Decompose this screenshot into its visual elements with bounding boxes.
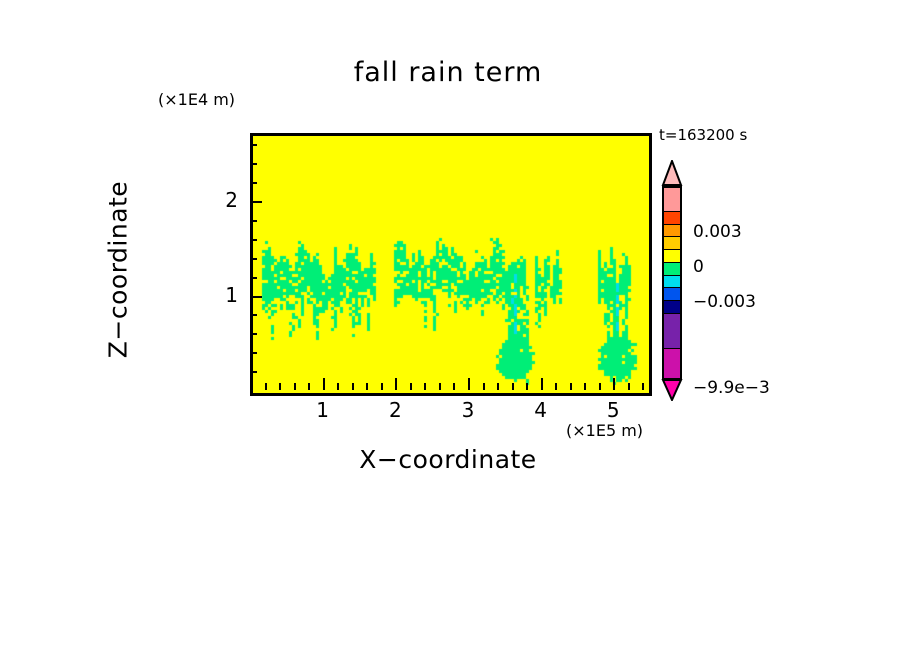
x-tick-major (540, 378, 543, 390)
colorbar-label-2: −0.003 (693, 292, 756, 312)
x-tick-label: 5 (606, 398, 620, 422)
y-tick-minor (250, 144, 257, 147)
plot-area (250, 133, 652, 396)
colorbar-label-1: 0 (693, 257, 704, 277)
x-tick-label: 1 (316, 398, 330, 422)
y-tick-minor (250, 257, 257, 260)
x-tick-major (322, 378, 325, 390)
colorbar-label-0: 0.003 (693, 222, 742, 242)
x-tick-minor (569, 383, 572, 390)
x-tick-minor (366, 383, 369, 390)
colorbar-segment (664, 224, 680, 238)
y-tick-minor (250, 163, 257, 166)
x-tick-minor (424, 383, 427, 390)
timestamp-annotation: t=163200 s (659, 126, 748, 144)
y-tick-minor (250, 333, 257, 336)
y-tick-minor (250, 182, 257, 185)
x-axis-unit-label: (×1E5 m) (566, 421, 644, 440)
x-tick-minor (642, 383, 645, 390)
page-title: fall rain term (353, 57, 543, 88)
y-tick-minor (250, 371, 257, 374)
x-tick-minor (380, 383, 383, 390)
colorbar-segment (664, 237, 680, 251)
colorbar-segment (664, 301, 680, 314)
field-contour-canvas (253, 136, 649, 393)
x-tick-minor (511, 383, 514, 390)
colorbar-segment (664, 348, 680, 378)
x-tick-minor (438, 383, 441, 390)
y-tick-minor (250, 314, 257, 317)
colorbar-segments (662, 186, 682, 380)
y-axis-unit-label: (×1E4 m) (158, 90, 236, 109)
y-tick-minor (250, 238, 257, 241)
x-tick-minor (409, 383, 412, 390)
colorbar-segment (664, 211, 680, 225)
x-tick-minor (279, 383, 282, 390)
colorbar (661, 160, 685, 401)
x-tick-minor (526, 383, 529, 390)
x-tick-major (613, 378, 616, 390)
x-tick-label: 2 (388, 398, 402, 422)
x-tick-minor (308, 383, 311, 390)
colorbar-label-3: −9.9e−3 (693, 378, 770, 398)
x-tick-minor (555, 383, 558, 390)
y-tick-major (250, 295, 262, 298)
x-tick-label: 4 (534, 398, 547, 422)
x-tick-minor (584, 383, 587, 390)
x-tick-minor (482, 383, 485, 390)
x-tick-minor (337, 383, 340, 390)
colorbar-top-arrow-icon (661, 160, 683, 186)
y-tick-label: 1 (225, 282, 238, 307)
y-axis-title: Z−coordinate (103, 180, 133, 359)
colorbar-segment (664, 275, 680, 289)
y-tick-minor (250, 219, 257, 222)
colorbar-segment (664, 188, 680, 212)
x-tick-minor (293, 383, 296, 390)
x-tick-minor (497, 383, 500, 390)
y-tick-minor (250, 352, 257, 355)
x-tick-major (467, 378, 470, 390)
y-tick-major (250, 201, 262, 204)
colorbar-segment (664, 314, 680, 349)
x-axis-title: X−coordinate (359, 445, 537, 474)
colorbar-bottom-arrow-icon (661, 379, 683, 401)
x-tick-minor (598, 383, 601, 390)
x-tick-minor (351, 383, 354, 390)
x-tick-label: 3 (461, 398, 475, 422)
x-tick-minor (453, 383, 456, 390)
colorbar-segment (664, 262, 680, 276)
colorbar-segment (664, 288, 680, 302)
y-tick-label: 2 (225, 188, 238, 213)
x-tick-major (395, 378, 398, 390)
x-tick-minor (264, 383, 267, 390)
y-tick-minor (250, 276, 257, 279)
x-tick-minor (627, 383, 630, 390)
colorbar-segment (664, 250, 680, 263)
